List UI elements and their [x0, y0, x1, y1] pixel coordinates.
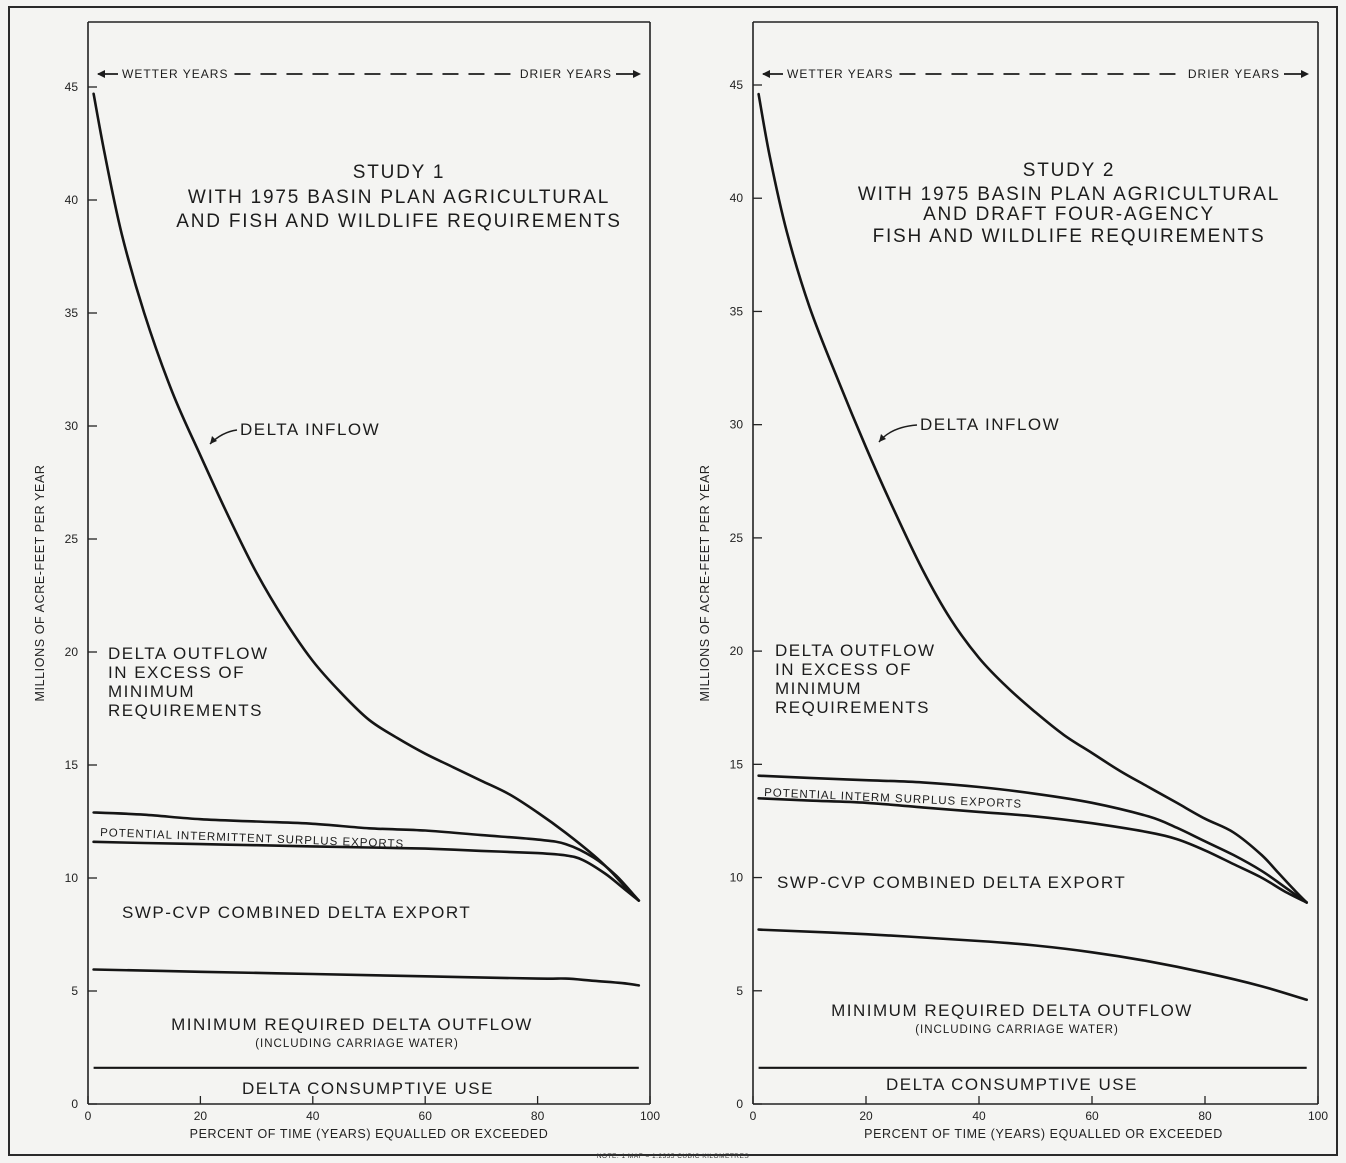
y-tick-label: 25	[730, 531, 744, 545]
chart-study1: 0 5 10 15 20 25 30 35 40 45 0 20 40 60 80 100 PERCENT OF…	[33, 21, 660, 1141]
delta-inflow-label: DELTA INFLOW	[920, 415, 1060, 434]
curve-upper-export	[92, 811, 641, 902]
consumptive-use-label: DELTA CONSUMPTIVE USE	[242, 1079, 494, 1098]
outflow-excess-label: DELTA OUTFLOW	[775, 641, 936, 660]
y-tick-label: 30	[730, 418, 744, 432]
x-axis-label: PERCENT OF TIME (YEARS) EQUALLED OR EXCE…	[864, 1127, 1223, 1141]
delta-inflow-pointer-head	[210, 436, 217, 444]
y-tick-label: 20	[65, 645, 79, 659]
chart-title-line: FISH AND WILDLIFE REQUIREMENTS	[873, 226, 1266, 247]
carriage-water-label: (INCLUDING CARRIAGE WATER)	[915, 1024, 1119, 1036]
wetter-years-label: WETTER YEARS	[787, 67, 893, 81]
y-tick-label: 35	[65, 306, 79, 320]
right-arrowhead	[1301, 70, 1309, 78]
x-tick-label: 80	[531, 1109, 545, 1123]
x-tick-label: 80	[1198, 1109, 1212, 1123]
y-tick-label: 45	[65, 80, 79, 94]
x-axis-label: PERCENT OF TIME (YEARS) EQUALLED OR EXCE…	[190, 1127, 549, 1141]
y-axis-label: MILLIONS OF ACRE-FEET PER YEAR	[33, 464, 47, 701]
drier-years-label: DRIER YEARS	[1188, 67, 1280, 81]
y-tick-label: 15	[730, 757, 744, 771]
curve-lower-export	[757, 797, 1308, 904]
y-tick-label: 40	[65, 193, 79, 207]
outflow-excess-label: IN EXCESS OF	[108, 663, 245, 682]
x-tick-label: 40	[972, 1109, 986, 1123]
y-tick-label: 45	[730, 78, 744, 92]
outflow-excess-label: REQUIREMENTS	[108, 701, 263, 720]
outflow-excess-label: DELTA OUTFLOW	[108, 644, 269, 663]
x-tick-label: 60	[1085, 1109, 1099, 1123]
chart-title-line: WITH 1975 BASIN PLAN AGRICULTURAL	[188, 187, 610, 208]
carriage-water-label: (INCLUDING CARRIAGE WATER)	[255, 1038, 459, 1050]
x-tick-label: 20	[194, 1109, 208, 1123]
y-tick-label: 5	[736, 984, 743, 998]
chart-title-line: STUDY 2	[1023, 160, 1116, 181]
y-tick-label: 30	[65, 419, 79, 433]
y-tick-label: 10	[65, 871, 79, 885]
wetter-years-label: WETTER YEARS	[122, 67, 228, 81]
x-tick-label: 100	[1308, 1109, 1328, 1123]
chart-title-line: AND DRAFT FOUR-AGENCY	[923, 204, 1215, 225]
y-tick-label: 25	[65, 532, 79, 546]
drier-years-label: DRIER YEARS	[520, 67, 612, 81]
curve-lower-export	[92, 840, 641, 902]
curve-upper-export	[757, 774, 1308, 904]
outflow-excess-label: REQUIREMENTS	[775, 698, 930, 717]
y-tick-label: 0	[71, 1097, 78, 1111]
chart-study2: 0 5 10 15 20 25 30 35 40 45 0 20 40 60 80 100 PERCENT OF…	[698, 21, 1328, 1141]
x-tick-label: 40	[306, 1109, 320, 1123]
x-tick-label: 0	[750, 1109, 757, 1123]
y-tick-label: 0	[736, 1097, 743, 1111]
curve-delta-inflow	[757, 92, 1308, 904]
delta-export-label: SWP-CVP COMBINED DELTA EXPORT	[777, 873, 1126, 892]
curve-min-outflow	[757, 928, 1308, 1002]
x-tick-label: 20	[859, 1109, 873, 1123]
surplus-exports-label: POTENTIAL INTERM SURPLUS EXPORTS	[764, 787, 1022, 811]
y-tick-label: 5	[71, 984, 78, 998]
figure-frame	[8, 6, 1338, 1156]
delta-inflow-pointer-head	[879, 434, 886, 442]
chart-title-line: WITH 1975 BASIN PLAN AGRICULTURAL	[858, 184, 1280, 205]
outflow-excess-label: MINIMUM	[108, 682, 195, 701]
right-arrowhead	[633, 70, 641, 78]
y-tick-label: 40	[730, 191, 744, 205]
x-tick-label: 60	[419, 1109, 433, 1123]
delta-inflow-label: DELTA INFLOW	[240, 420, 380, 439]
consumptive-use-label: DELTA CONSUMPTIVE USE	[886, 1075, 1138, 1094]
conversion-note: NOTE: 1 MAF = 1.2335 CUBIC KILOMETRES	[597, 1153, 749, 1160]
delta-export-label: SWP-CVP COMBINED DELTA EXPORT	[122, 903, 471, 922]
min-outflow-label: MINIMUM REQUIRED DELTA OUTFLOW	[831, 1001, 1193, 1020]
min-outflow-label: MINIMUM REQUIRED DELTA OUTFLOW	[171, 1015, 533, 1034]
y-tick-label: 20	[730, 644, 744, 658]
y-tick-label: 10	[730, 871, 744, 885]
left-arrowhead	[97, 70, 105, 78]
outflow-excess-label: MINIMUM	[775, 679, 862, 698]
curve-delta-inflow	[92, 92, 641, 902]
outflow-excess-label: IN EXCESS OF	[775, 660, 912, 679]
left-arrowhead	[762, 70, 770, 78]
y-tick-label: 15	[65, 758, 79, 772]
y-tick-label: 35	[730, 304, 744, 318]
chart-title-line: STUDY 1	[353, 162, 446, 183]
surplus-exports-label: POTENTIAL INTERMITTENT SURPLUS EXPORTS	[100, 827, 404, 851]
y-axis-label: MILLIONS OF ACRE-FEET PER YEAR	[698, 464, 712, 701]
chart-title-line: AND FISH AND WILDLIFE REQUIREMENTS	[176, 211, 621, 232]
curve-min-outflow	[92, 968, 641, 987]
x-tick-label: 0	[85, 1109, 92, 1123]
x-tick-label: 100	[640, 1109, 660, 1123]
